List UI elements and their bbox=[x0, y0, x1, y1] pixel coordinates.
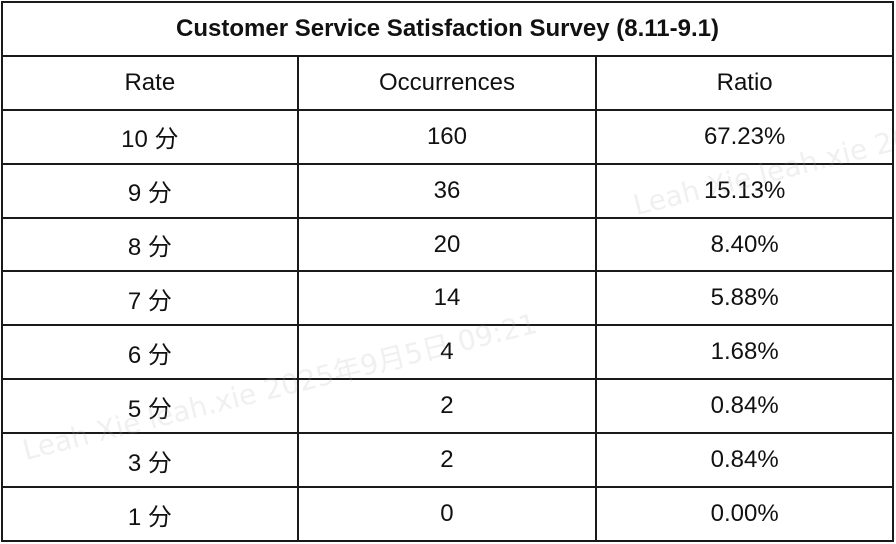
ratio-cell: 0.84% bbox=[595, 378, 894, 435]
header-occurrences: Occurrences bbox=[296, 54, 598, 111]
occurrences-cell: 2 bbox=[296, 378, 598, 435]
ratio-cell: 67.23% bbox=[595, 108, 894, 165]
ratio-cell: 1.68% bbox=[595, 324, 894, 381]
ratio-cell: 15.13% bbox=[595, 162, 894, 219]
title-row: Customer Service Satisfaction Survey (8.… bbox=[1, 1, 894, 57]
rate-cell: 10 分 bbox=[1, 108, 299, 165]
table-row: 6 分 4 1.68% bbox=[1, 324, 894, 381]
occurrences-cell: 20 bbox=[296, 216, 598, 273]
rate-cell: 1 分 bbox=[1, 486, 299, 542]
rate-cell: 3 分 bbox=[1, 432, 299, 489]
rate-cell: 9 分 bbox=[1, 162, 299, 219]
header-row: Rate Occurrences Ratio bbox=[1, 54, 894, 111]
table-title: Customer Service Satisfaction Survey (8.… bbox=[1, 1, 894, 57]
ratio-cell: 8.40% bbox=[595, 216, 894, 273]
rate-cell: 7 分 bbox=[1, 270, 299, 327]
rate-cell: 8 分 bbox=[1, 216, 299, 273]
table-row: 9 分 36 15.13% bbox=[1, 162, 894, 219]
occurrences-cell: 0 bbox=[296, 486, 598, 542]
header-ratio: Ratio bbox=[595, 54, 894, 111]
table-row: 5 分 2 0.84% bbox=[1, 378, 894, 435]
occurrences-cell: 4 bbox=[296, 324, 598, 381]
ratio-cell: 5.88% bbox=[595, 270, 894, 327]
occurrences-cell: 36 bbox=[296, 162, 598, 219]
table-row: 7 分 14 5.88% bbox=[1, 270, 894, 327]
table-row: 3 分 2 0.84% bbox=[1, 432, 894, 489]
occurrences-cell: 14 bbox=[296, 270, 598, 327]
ratio-cell: 0.00% bbox=[595, 486, 894, 542]
table-row: 10 分 160 67.23% bbox=[1, 108, 894, 165]
table-row: 8 分 20 8.40% bbox=[1, 216, 894, 273]
occurrences-cell: 2 bbox=[296, 432, 598, 489]
header-rate: Rate bbox=[1, 54, 299, 111]
rate-cell: 6 分 bbox=[1, 324, 299, 381]
table-row: 1 分 0 0.00% bbox=[1, 486, 894, 542]
rate-cell: 5 分 bbox=[1, 378, 299, 435]
occurrences-cell: 160 bbox=[296, 108, 598, 165]
ratio-cell: 0.84% bbox=[595, 432, 894, 489]
